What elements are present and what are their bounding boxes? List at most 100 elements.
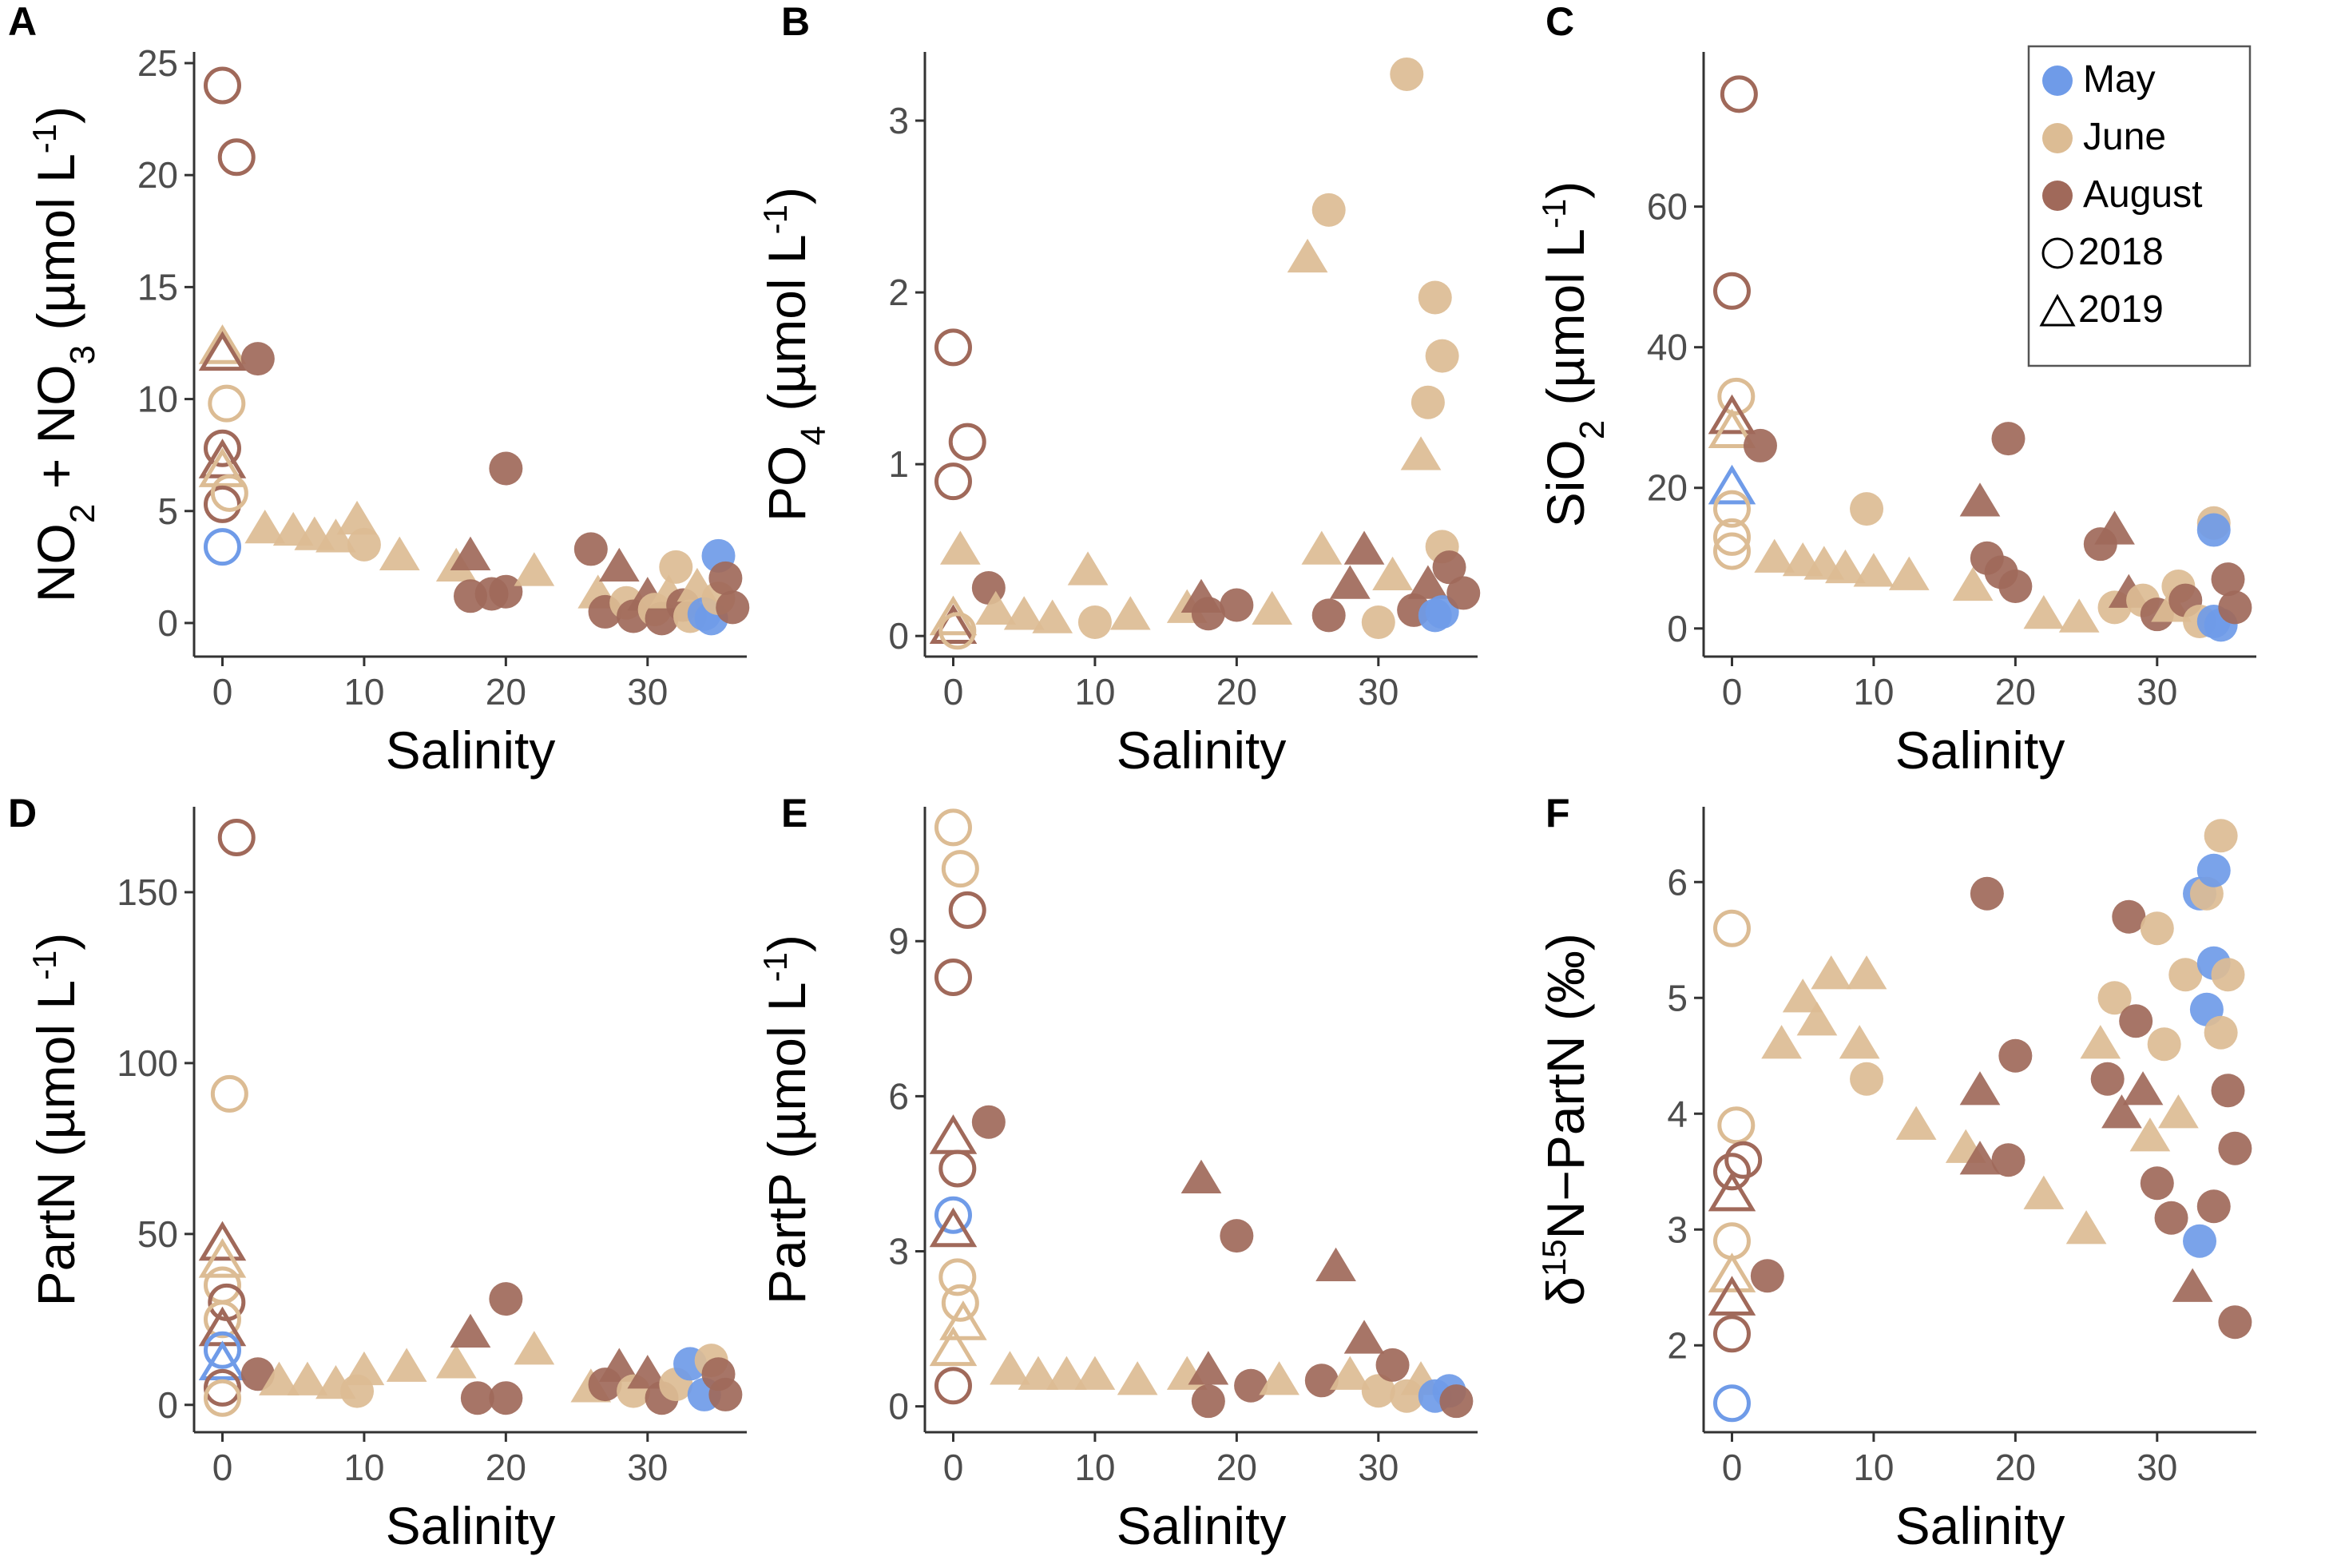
data-point-august-2019: [1343, 530, 1385, 565]
panel-label: E: [781, 791, 807, 836]
data-point-august-2018: [2218, 1131, 2252, 1165]
data-point-june-2018: [210, 1074, 248, 1113]
x-tick-label: 20: [486, 671, 526, 713]
data-point-june-2019: [975, 590, 1017, 625]
data-point-june-2019: [1032, 599, 1073, 633]
data-point-june-2018: [208, 384, 246, 423]
data-point-june-2019: [1895, 1106, 1937, 1140]
data-point-june-2019: [2080, 1025, 2121, 1059]
data-point-august-2019: [2172, 1268, 2213, 1302]
data-point-august-2018: [1998, 1038, 2033, 1073]
data-points: [1708, 819, 2252, 1423]
data-point-june-2019: [1754, 538, 1795, 573]
data-point-august-2019: [2122, 1071, 2164, 1106]
data-point-june-2019: [386, 1348, 427, 1382]
data-point-june-2018: [2211, 958, 2245, 992]
data-point-august-2018: [1439, 1384, 1474, 1419]
x-tick-label: 0: [1722, 1447, 1743, 1488]
data-point-august-2018: [217, 138, 256, 177]
y-tick-label: 3: [888, 1231, 909, 1272]
data-point-august-2018: [1724, 1141, 1763, 1179]
data-point-august-2018: [1220, 1219, 1254, 1253]
data-point-june-2019: [1018, 1356, 1059, 1390]
data-points: [198, 819, 743, 1417]
data-point-august-2019: [1959, 1141, 2001, 1175]
y-tick-label: 5: [157, 490, 178, 532]
data-point-june-2019: [1329, 1356, 1371, 1390]
panel-label: D: [8, 791, 37, 836]
data-point-june-2018: [1390, 57, 1424, 91]
y-axis-title: PO4 (µmol L-1): [756, 187, 833, 522]
panel-f: F 0 10 20 30 2 3 4 5 6 Salinity δ15N−PartN (‰): [1535, 791, 2256, 1555]
data-point-august-2018: [1446, 576, 1481, 610]
legend-swatch-august: [2042, 181, 2073, 211]
y-tick-label: 0: [157, 602, 178, 644]
y-tick-label: 20: [137, 154, 178, 196]
panel-b: B 0 10 20 30 0 1 2 3 Salinity PO4 (µmol L-1): [756, 0, 1481, 780]
data-point-june-2018: [1411, 385, 1445, 419]
data-point-august-2018: [1750, 1259, 1784, 1293]
x-tick-label: 30: [627, 1447, 668, 1488]
x-tick-label: 20: [1216, 1447, 1257, 1488]
panel-label: F: [1545, 791, 1570, 836]
x-tick-label: 10: [1853, 1447, 1894, 1488]
data-point-june-2019: [1117, 1361, 1158, 1395]
data-point-august-2018: [938, 1149, 977, 1188]
data-point-august-2018: [971, 1105, 1006, 1139]
data-point-august-2018: [708, 561, 743, 595]
data-point-june-2019: [514, 552, 555, 586]
y-axis-title: PartP (µmol L-1): [756, 935, 817, 1304]
data-point-june-2019: [336, 500, 378, 535]
data-point-june-2018: [1712, 909, 1751, 947]
panel-label: C: [1545, 0, 1574, 44]
data-point-august-2019: [1708, 394, 1756, 435]
data-point-june-2019: [198, 324, 247, 364]
data-point-june-2019: [198, 447, 247, 487]
data-point-august-2018: [934, 1367, 972, 1405]
data-point-june-2018: [1712, 532, 1751, 570]
x-tick-label: 0: [943, 1447, 964, 1488]
y-tick-label: 5: [1667, 977, 1688, 1018]
data-point-june-2019: [1259, 1361, 1299, 1395]
data-point-august-2018: [1234, 1368, 1268, 1403]
data-points: [929, 808, 1474, 1419]
data-point-may-2018: [203, 1331, 241, 1369]
data-point-august-2018: [217, 819, 256, 857]
data-point-june-2019: [287, 1361, 328, 1395]
data-point-august-2018: [1991, 422, 2026, 456]
legend-label-may: May: [2083, 58, 2156, 101]
panel-e: E 0 10 20 30 0 3 6 9 Salinity PartP (µmol L-1): [756, 791, 1478, 1555]
data-point-june-2019: [1846, 955, 1887, 990]
legend-label-2018: 2018: [2078, 231, 2164, 273]
data-point-august-2018: [2218, 1305, 2252, 1340]
data-point-june-2018: [1311, 193, 1346, 227]
data-point-august-2018: [948, 423, 986, 461]
data-point-june-2018: [2140, 911, 2174, 946]
data-point-august-2018: [1712, 1315, 1751, 1353]
data-point-june-2019: [1046, 1356, 1087, 1390]
data-point-august-2019: [1407, 565, 1449, 599]
y-axis-title: PartN (µmol L-1): [26, 933, 86, 1307]
data-point-june-2019: [244, 510, 286, 544]
panel-d: D 0 10 20 30 0 50 100 150 Salinity PartN (µmol L-1…: [8, 791, 747, 1555]
data-point-may-2018: [1712, 1384, 1751, 1423]
data-point-august-2018: [1970, 876, 2004, 911]
data-point-august-2019: [1188, 1351, 1229, 1385]
data-point-june-2018: [938, 1258, 977, 1296]
data-point-june-2018: [1361, 1374, 1395, 1408]
x-tick-label: 30: [2137, 671, 2177, 713]
data-point-may-2018: [2196, 513, 2231, 547]
data-point-june-2019: [1372, 556, 1413, 591]
data-point-june-2018: [1418, 280, 1452, 315]
x-tick-label: 10: [343, 1447, 384, 1488]
x-tick-label: 10: [1853, 671, 1894, 713]
y-tick-label: 1: [888, 443, 909, 485]
data-point-august-2018: [1432, 550, 1466, 585]
data-point-june-2019: [1761, 1025, 1802, 1059]
data-point-august-2018: [240, 342, 275, 376]
panel-label: A: [8, 0, 37, 44]
data-point-june-2019: [1825, 549, 1866, 584]
data-point-june-2019: [1252, 590, 1293, 625]
data-point-may-2018: [203, 528, 241, 566]
data-point-august-2019: [198, 331, 247, 371]
